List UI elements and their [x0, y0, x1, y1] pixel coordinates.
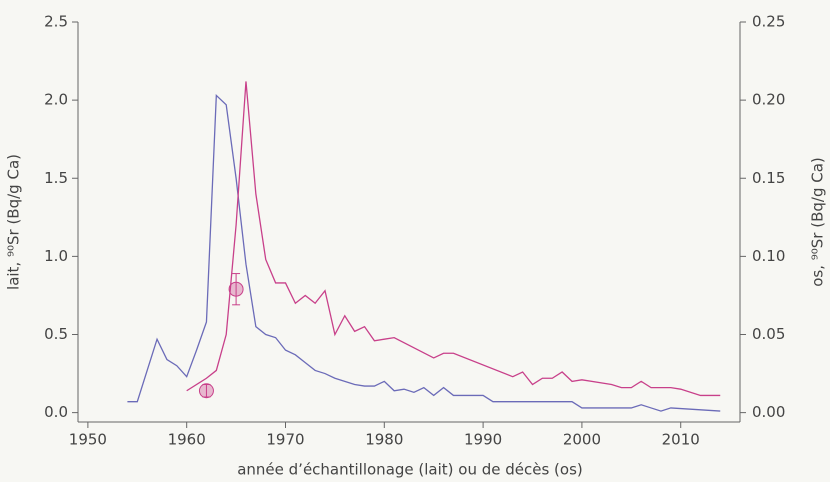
y-tick-label: 2.0 — [44, 91, 68, 109]
y-tick-label: 0.5 — [44, 325, 68, 343]
y2-tick-label: 0.25 — [752, 13, 785, 31]
y2-tick-label: 0.20 — [752, 91, 785, 109]
y2-tick-label: 0.10 — [752, 247, 785, 265]
y2-tick-label: 0.05 — [752, 325, 785, 343]
point — [198, 383, 214, 399]
x-tick-label: 1970 — [266, 431, 304, 449]
y-tick-label: 1.5 — [44, 169, 68, 187]
y2-axis-title: os, ⁹⁰Sr (Bq/g Ca) — [809, 157, 827, 287]
series-line — [127, 93, 721, 412]
x-axis-title: année d’échantillonage (lait) ou de décè… — [237, 461, 583, 479]
point — [228, 281, 244, 297]
x-tick-label: 1960 — [168, 431, 206, 449]
y-tick-label: 2.5 — [44, 13, 68, 31]
x-tick-label: 1950 — [69, 431, 107, 449]
series-line — [186, 81, 721, 397]
y-tick-label: 1.0 — [44, 247, 68, 265]
y2-tick-label: 0.15 — [752, 169, 785, 187]
y-axis-title: lait, ⁹⁰Sr (Bq/g Ca) — [5, 154, 23, 290]
y2-tick-label: 0.00 — [752, 403, 785, 421]
x-tick-label: 1980 — [365, 431, 403, 449]
y-tick-label: 0.0 — [44, 403, 68, 421]
x-tick-label: 2000 — [563, 431, 601, 449]
x-tick-label: 1990 — [464, 431, 502, 449]
x-tick-label: 2010 — [662, 431, 700, 449]
